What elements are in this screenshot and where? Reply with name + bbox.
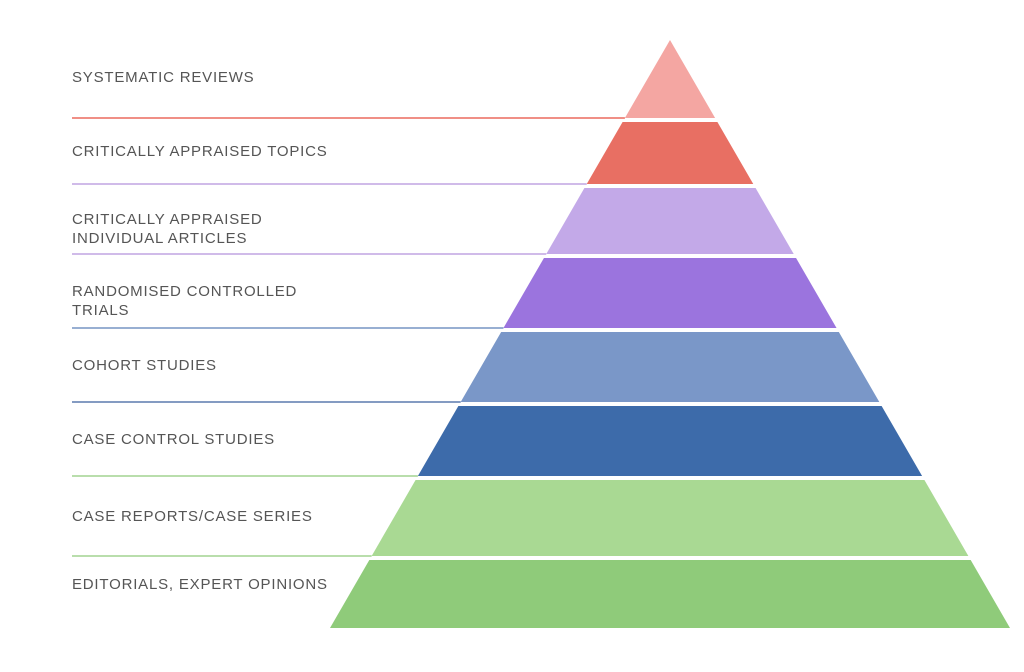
level-label-0: SYSTEMATIC REVIEWS [72, 69, 254, 88]
level-label-6: CASE REPORTS/CASE SERIES [72, 508, 313, 527]
level-label-5: CASE CONTROL STUDIES [72, 431, 275, 450]
pyramid-level-3 [503, 258, 836, 328]
pyramid-level-7 [330, 560, 1010, 628]
pyramid-svg [0, 0, 1024, 672]
pyramid-level-5 [418, 406, 922, 476]
pyramid-level-0 [625, 40, 715, 118]
level-label-2: CRITICALLY APPRAISED INDIVIDUAL ARTICLES [72, 211, 352, 249]
pyramid-level-2 [546, 188, 793, 254]
evidence-pyramid: SYSTEMATIC REVIEWS CRITICALLY APPRAISED T… [0, 0, 1024, 672]
pyramid-level-4 [461, 332, 880, 402]
level-label-3: RANDOMISED CONTROLLED TRIALS [72, 283, 352, 321]
pyramid-level-6 [372, 480, 969, 556]
level-label-1: CRITICALLY APPRAISED TOPICS [72, 143, 328, 162]
level-label-4: COHORT STUDIES [72, 357, 217, 376]
level-label-7: EDITORIALS, EXPERT OPINIONS [72, 576, 328, 595]
pyramid-level-1 [587, 122, 754, 184]
